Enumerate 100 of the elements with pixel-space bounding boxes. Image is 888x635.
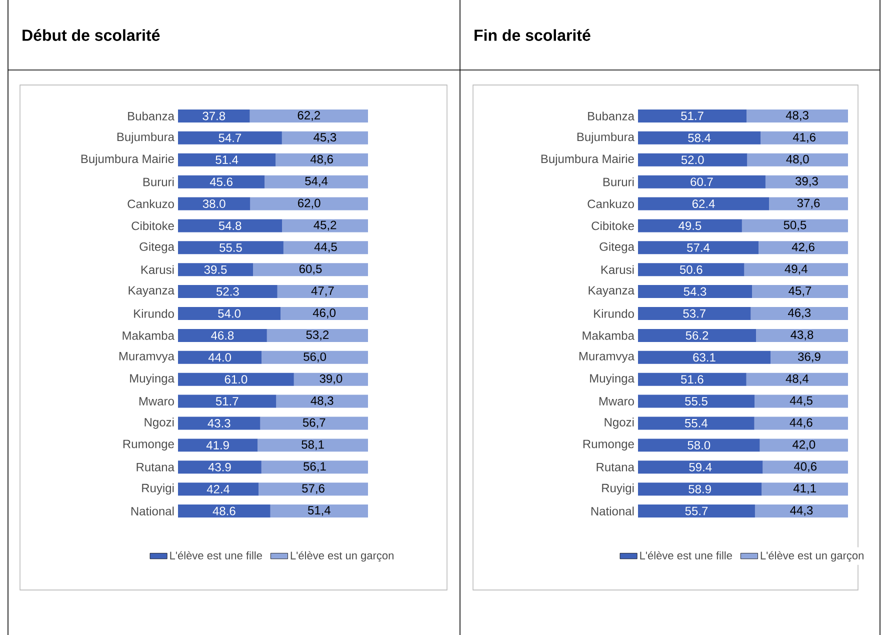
data-label: 46,3	[788, 308, 811, 318]
chart-title: Fin de scolarité	[474, 29, 590, 41]
bar	[756, 328, 848, 342]
bar	[765, 175, 848, 188]
bar	[638, 285, 752, 298]
data-label: 41.9	[206, 440, 229, 450]
y-tick-label: Mwaro	[599, 397, 634, 406]
bar	[638, 482, 762, 496]
y-tick-label: Rutana	[136, 462, 174, 472]
bar	[638, 109, 747, 122]
y-tick-label: Kayanza	[128, 286, 174, 297]
data-label: 47,7	[311, 286, 334, 296]
data-label: 48,3	[786, 111, 808, 121]
data-label: 46,0	[312, 308, 336, 318]
data-label: 60.7	[690, 178, 713, 186]
bar	[178, 482, 259, 496]
bar	[270, 504, 368, 518]
bar	[282, 219, 368, 232]
data-label: 48,3	[310, 396, 334, 406]
legend-label: L'élève est un garçon	[760, 551, 864, 562]
bar	[746, 372, 848, 386]
bar	[276, 394, 368, 408]
data-label: 45,2	[314, 220, 336, 231]
y-tick-label: Bururi	[143, 177, 174, 186]
bar	[747, 153, 848, 166]
bar	[760, 438, 848, 452]
y-tick-label: Rumonge	[123, 440, 174, 451]
y-tick-label: Bururi	[603, 177, 634, 186]
y-tick-label: Bubanza	[128, 112, 174, 120]
bar	[638, 241, 759, 254]
y-tick-label: Muramvya	[119, 352, 174, 363]
y-tick-label: Gitega	[140, 242, 174, 254]
data-label: 38.0	[202, 200, 226, 208]
y-tick-label: Ruyigi	[142, 483, 174, 495]
bar	[754, 394, 848, 408]
bar	[750, 307, 848, 320]
y-tick-label: Bubanza	[588, 112, 634, 120]
bar	[638, 438, 760, 452]
y-tick-label: Karusi	[601, 265, 634, 274]
y-tick-label: Bujumbura Mairie	[81, 154, 174, 166]
y-tick-label: Bujumbura Mairie	[541, 154, 634, 166]
bar	[638, 263, 744, 276]
bar	[253, 263, 368, 276]
data-label: 58,1	[302, 440, 324, 450]
data-label: 62,0	[298, 198, 320, 209]
data-label: 56,7	[302, 418, 326, 428]
y-tick-label: Bujumbura	[577, 132, 634, 144]
bar	[178, 131, 282, 144]
data-label: 54.3	[684, 287, 706, 296]
bar	[638, 175, 766, 188]
data-label: 62,2	[298, 111, 320, 121]
data-label: 44,5	[314, 242, 337, 253]
data-label: 59.4	[689, 462, 712, 472]
data-label: 58.9	[688, 484, 711, 494]
data-label: 49,4	[784, 264, 808, 275]
data-label: 60,5	[299, 264, 322, 275]
bar	[638, 197, 770, 210]
bar	[258, 438, 368, 452]
data-label: 48.6	[212, 506, 236, 516]
bar	[250, 109, 368, 122]
y-tick-label: National	[131, 506, 174, 516]
y-tick-label: Cibitoke	[592, 221, 634, 230]
data-label: 62.4	[692, 200, 715, 208]
data-label: 44,5	[790, 396, 812, 406]
y-tick-label: Ngozi	[144, 418, 174, 429]
data-label: 54,4	[305, 176, 328, 187]
data-label: 44.0	[208, 353, 232, 362]
y-tick-label: Kirundo	[134, 309, 174, 318]
data-label: 42,0	[792, 440, 816, 450]
data-label: 39,0	[320, 374, 342, 384]
bar	[744, 263, 848, 276]
bar	[638, 328, 756, 342]
y-tick-label: Karusi	[141, 265, 174, 274]
data-label: 43.3	[208, 418, 230, 428]
bar	[261, 460, 368, 474]
y-tick-label: Rutana	[596, 462, 634, 472]
y-tick-label: Gitega	[600, 242, 634, 254]
bar	[638, 460, 763, 474]
bar	[752, 285, 848, 298]
y-tick-label: Cankuzo	[588, 199, 634, 208]
data-label: 55.7	[685, 506, 708, 516]
y-tick-label: Muramvya	[579, 352, 634, 363]
bar	[276, 153, 368, 166]
bar	[277, 285, 368, 298]
y-tick-label: Ruyigi	[602, 483, 634, 495]
data-label: 39.5	[204, 265, 227, 274]
data-label: 57.4	[687, 243, 710, 252]
bar	[769, 197, 848, 210]
bar	[638, 372, 746, 386]
y-tick-label: Kayanza	[588, 286, 634, 297]
data-label: 42.4	[206, 484, 230, 494]
data-label: 43.9	[208, 462, 231, 472]
bar	[283, 241, 368, 254]
bar	[178, 460, 262, 474]
bar	[178, 307, 281, 320]
y-tick-label: National	[591, 506, 634, 516]
y-tick-label: Cankuzo	[128, 199, 174, 208]
legend-label: L'élève est une fille	[170, 551, 262, 560]
legend-label: L'élève est une fille	[640, 551, 732, 560]
chart-title: Début de scolarité	[22, 29, 160, 41]
